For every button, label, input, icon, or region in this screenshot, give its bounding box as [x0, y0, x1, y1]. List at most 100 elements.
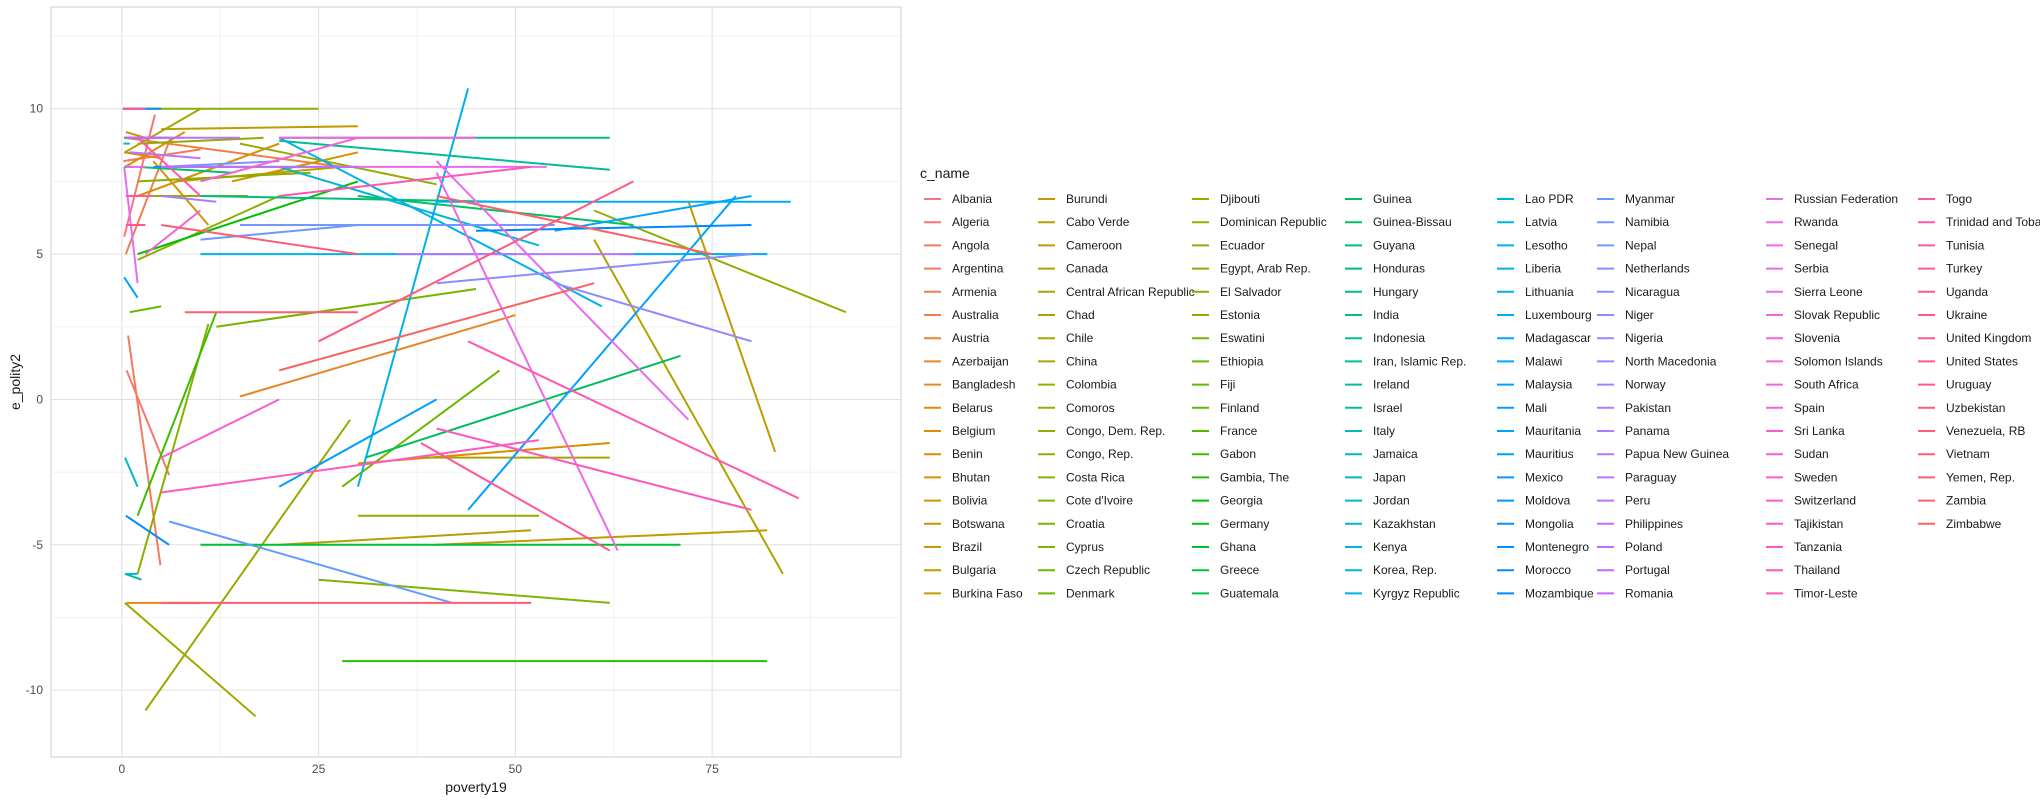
legend-label: Egypt, Arab Rep. [1220, 262, 1311, 276]
legend-label: Sudan [1794, 447, 1829, 461]
x-tick-label: 25 [312, 762, 326, 776]
legend-label: Ecuador [1220, 238, 1265, 252]
legend-label: Italy [1373, 424, 1395, 438]
legend-label: Luxembourg [1525, 308, 1592, 322]
legend-label: Albania [952, 192, 992, 206]
legend-label: Central African Republic [1066, 285, 1195, 299]
series-line [279, 139, 610, 171]
legend-label: Moldova [1525, 494, 1571, 508]
legend-label: Algeria [952, 215, 990, 229]
legend-label: Tunisia [1946, 238, 1985, 252]
legend-label: Sri Lanka [1794, 424, 1845, 438]
legend-label: Angola [952, 238, 990, 252]
series-line [278, 282, 595, 372]
legend-label: Japan [1373, 470, 1406, 484]
legend-label: Austria [952, 331, 990, 345]
legend-label: South Africa [1794, 378, 1859, 392]
legend-label: Guyana [1373, 238, 1415, 252]
series-line [436, 529, 768, 546]
legend-label: Ireland [1373, 378, 1410, 392]
x-axis-title: poverty19 [445, 779, 507, 795]
legend-label: Solomon Islands [1794, 354, 1883, 368]
series-line [239, 314, 516, 398]
y-tick-label: 10 [30, 102, 44, 116]
legend-label: Slovenia [1794, 331, 1840, 345]
series-line [124, 602, 257, 718]
y-tick-label: 5 [36, 247, 43, 261]
series-line [144, 209, 202, 255]
legend-label: Cabo Verde [1066, 215, 1130, 229]
series-line [160, 398, 280, 459]
legend-label: Benin [952, 447, 983, 461]
series-line [435, 172, 619, 552]
series-line [127, 335, 162, 566]
legend-label: North Macedonia [1625, 354, 1717, 368]
legend-label: Cote d'Ivoire [1066, 494, 1133, 508]
legend-label: Tajikistan [1794, 517, 1843, 531]
series-line [129, 151, 201, 160]
legend-label: Gambia, The [1220, 470, 1289, 484]
legend-label: Burundi [1066, 192, 1107, 206]
legend-label: Colombia [1066, 378, 1117, 392]
y-axis-title: e_polity2 [7, 354, 23, 410]
y-tick-label: -10 [26, 683, 44, 697]
series-line [467, 340, 800, 500]
legend-label: Croatia [1066, 517, 1105, 531]
series-line [136, 311, 218, 517]
legend-label: Togo [1946, 192, 1972, 206]
x-tick-label: 75 [705, 762, 719, 776]
legend-label: Indonesia [1373, 331, 1425, 345]
legend-label: Honduras [1373, 262, 1425, 276]
legend-label: Armenia [952, 285, 997, 299]
legend-label: Russian Federation [1794, 192, 1898, 206]
legend-label: France [1220, 424, 1258, 438]
legend-label: Serbia [1794, 262, 1829, 276]
legend-label: Chad [1066, 308, 1095, 322]
legend-label: Mauritius [1525, 447, 1574, 461]
legend-label: Germany [1220, 517, 1269, 531]
legend-label: Uganda [1946, 285, 1988, 299]
legend-label: Cameroon [1066, 238, 1122, 252]
series-line [161, 224, 359, 256]
legend-label: Argentina [952, 262, 1004, 276]
legend-label: Korea, Rep. [1373, 563, 1437, 577]
legend-label: Kazakhstan [1373, 517, 1436, 531]
series-line [318, 578, 610, 604]
legend-label: Guinea [1373, 192, 1412, 206]
series-line [124, 107, 202, 154]
legend-label: Nepal [1625, 238, 1656, 252]
series-line [475, 224, 752, 232]
legend-label: Djibouti [1220, 192, 1260, 206]
legend-label: Hungary [1373, 285, 1418, 299]
legend-label: Costa Rica [1066, 470, 1125, 484]
series-line [554, 195, 752, 232]
legend-label: Kenya [1373, 540, 1407, 554]
legend-label: Nigeria [1625, 331, 1663, 345]
legend-label: Fiji [1220, 378, 1235, 392]
legend-label: Mozambique [1525, 586, 1594, 600]
legend-label: India [1373, 308, 1399, 322]
legend-label: Liberia [1525, 262, 1561, 276]
legend-label: Senegal [1794, 238, 1838, 252]
series-line [200, 224, 358, 241]
legend-label: Namibia [1625, 215, 1669, 229]
legend-label: Estonia [1220, 308, 1260, 322]
legend-label: Netherlands [1625, 262, 1690, 276]
legend-label: Comoros [1066, 401, 1115, 415]
legend-label: Mauritania [1525, 424, 1581, 438]
series-line [279, 165, 532, 197]
legend-label: Malaysia [1525, 378, 1573, 392]
series-line [168, 520, 453, 604]
series-line [554, 282, 752, 343]
legend-label: Chile [1066, 331, 1094, 345]
legend-label: Paraguay [1625, 470, 1676, 484]
series-line [341, 369, 501, 488]
legend-label: Ethiopia [1220, 354, 1264, 368]
legend-label: Mongolia [1525, 517, 1574, 531]
series-line [318, 180, 634, 343]
legend-label: Malawi [1525, 354, 1562, 368]
legend-label: Jordan [1373, 494, 1410, 508]
legend-label: Uruguay [1946, 378, 1991, 392]
series-line [129, 305, 162, 314]
legend-label: Rwanda [1794, 215, 1838, 229]
